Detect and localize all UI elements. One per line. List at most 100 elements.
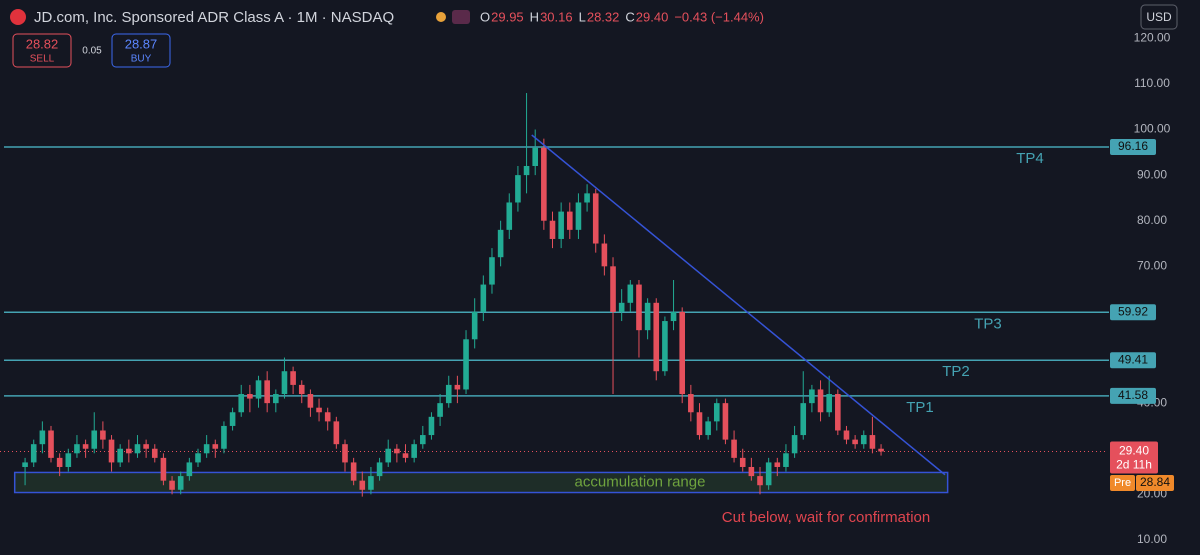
candle-body xyxy=(376,462,383,477)
candle-body xyxy=(739,457,746,467)
level-price: 96.16 xyxy=(1118,139,1148,153)
candle-body xyxy=(566,211,573,230)
candle-body xyxy=(869,435,876,449)
candle-body xyxy=(731,439,737,458)
candle-body xyxy=(515,175,521,203)
ohlc-value: 29.95 xyxy=(491,9,524,24)
candle-body xyxy=(506,202,513,230)
buy-label[interactable]: BUY xyxy=(131,54,152,65)
candle-body xyxy=(757,476,763,486)
level-price-box xyxy=(1110,304,1156,321)
candle-body xyxy=(558,211,564,239)
level-price: 49.41 xyxy=(1118,352,1148,366)
candle-body xyxy=(748,466,755,477)
sell-label[interactable]: SELL xyxy=(30,54,55,65)
candle-body xyxy=(437,403,443,417)
candle-body xyxy=(307,394,314,408)
candle-body xyxy=(160,457,167,481)
y-tick-label: 70.00 xyxy=(1137,258,1167,272)
y-tick-label: 80.00 xyxy=(1137,213,1167,227)
candle-body xyxy=(817,389,824,413)
annotation: Cut below, wait for confirmation xyxy=(722,509,930,526)
candle-body xyxy=(471,311,478,340)
candle-body xyxy=(65,453,72,467)
indicator-icon xyxy=(452,10,470,24)
candle-body xyxy=(316,407,322,413)
session-icon xyxy=(436,12,446,22)
candle-body xyxy=(169,480,175,490)
candle-body xyxy=(229,412,236,426)
candle-body xyxy=(497,229,504,258)
candle-body xyxy=(549,220,556,239)
y-tick-label: 110.00 xyxy=(1134,76,1170,90)
candle-body xyxy=(843,430,850,440)
candle-body xyxy=(713,403,720,422)
level-name: TP3 xyxy=(974,315,1002,332)
level-name: TP1 xyxy=(906,399,934,416)
candle-body xyxy=(662,321,668,372)
candle-body xyxy=(186,462,193,477)
accumulation-box xyxy=(13,471,949,494)
sell-button[interactable] xyxy=(12,33,72,68)
y-tick-label: 10.00 xyxy=(1137,532,1167,546)
candle-body xyxy=(644,302,651,331)
candle-body xyxy=(696,412,703,436)
y-tick-label: 100.00 xyxy=(1134,122,1171,136)
candle-body xyxy=(445,384,452,404)
ohlc-label: L xyxy=(579,9,586,24)
candle-body xyxy=(117,448,123,463)
candle-body xyxy=(203,444,210,454)
candle-body xyxy=(74,444,80,454)
candle-body xyxy=(653,302,660,372)
price-change: −0.43 (−1.44%) xyxy=(674,9,764,24)
candle-body xyxy=(30,444,37,463)
candle-body xyxy=(800,403,807,436)
candle-body xyxy=(809,389,815,404)
candle-body xyxy=(324,412,331,422)
candle-body xyxy=(281,371,288,395)
candle-body xyxy=(212,444,219,449)
last-price: 29.40 xyxy=(1119,444,1149,458)
candle-body xyxy=(783,453,789,467)
candle-body xyxy=(350,462,357,481)
candle-body xyxy=(151,448,158,458)
level-price-box xyxy=(1110,387,1156,404)
candle-body xyxy=(601,243,608,267)
candle-body xyxy=(134,444,141,454)
candle-body xyxy=(91,430,98,449)
candle-body xyxy=(722,403,729,440)
candle-body xyxy=(463,339,469,390)
sell-price[interactable]: 28.82 xyxy=(26,36,59,51)
candle-body xyxy=(765,462,772,486)
y-tick-label: 90.00 xyxy=(1137,167,1167,181)
pre-box xyxy=(1110,475,1135,491)
candle-body xyxy=(195,453,201,463)
candle-body xyxy=(826,394,832,413)
candle-body xyxy=(636,284,642,331)
candle-body xyxy=(592,193,599,244)
currency-button[interactable] xyxy=(1140,4,1178,30)
candle-body xyxy=(100,430,106,440)
candle-body xyxy=(454,384,461,390)
trendline xyxy=(531,134,946,476)
candle-body xyxy=(523,165,530,176)
level-name: TP2 xyxy=(942,363,970,380)
spread: 0.05 xyxy=(82,46,102,57)
candle-body xyxy=(705,421,711,436)
accumulation-label: accumulation range xyxy=(575,473,706,490)
candle-body xyxy=(584,193,590,203)
candle-body xyxy=(238,394,245,413)
buy-price[interactable]: 28.87 xyxy=(125,36,158,51)
last-price-box xyxy=(1110,441,1158,474)
candle-body xyxy=(394,448,400,454)
candle-body xyxy=(575,202,582,230)
buy-button[interactable] xyxy=(111,33,171,68)
candle-body xyxy=(108,439,115,463)
currency[interactable]: USD xyxy=(1146,10,1172,24)
candle-body xyxy=(39,430,46,445)
candle-body xyxy=(273,394,279,404)
level-price-box xyxy=(1110,139,1156,156)
candle-body xyxy=(489,257,495,285)
